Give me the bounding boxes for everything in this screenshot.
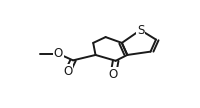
Text: S: S	[137, 24, 144, 37]
Text: O: O	[109, 68, 118, 81]
Text: O: O	[63, 65, 72, 78]
Text: O: O	[54, 47, 63, 60]
